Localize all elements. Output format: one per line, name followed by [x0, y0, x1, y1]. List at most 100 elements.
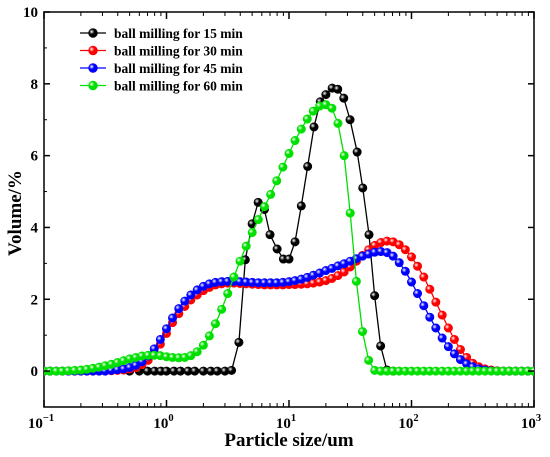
- data-point: [217, 304, 227, 314]
- y-tick-label: 4: [31, 220, 39, 236]
- data-point: [290, 237, 300, 247]
- data-point: [364, 355, 374, 365]
- series-line: [44, 103, 534, 372]
- data-point: [210, 319, 220, 329]
- data-point: [303, 161, 313, 171]
- y-tick-label: 0: [31, 364, 39, 380]
- data-point: [406, 277, 416, 287]
- data-point: [260, 202, 270, 212]
- x-tick-label: 103: [521, 413, 541, 432]
- data-point: [455, 345, 465, 355]
- data-point: [437, 310, 447, 320]
- x-tick-label: 102: [398, 413, 418, 432]
- data-point: [345, 115, 355, 125]
- data-point: [284, 254, 294, 264]
- data-point: [370, 291, 380, 301]
- data-point: [180, 296, 190, 306]
- x-tick-label: 100: [153, 413, 173, 432]
- data-point: [229, 272, 239, 282]
- data-point: [266, 189, 276, 199]
- data-point: [388, 251, 398, 261]
- data-point: [212, 366, 222, 376]
- data-point: [437, 333, 447, 343]
- data-point: [419, 272, 429, 282]
- y-axis-ticks: 0 2 4 6 8 10: [23, 5, 534, 408]
- data-point: [235, 256, 245, 266]
- data-point: [186, 290, 196, 300]
- data-point: [357, 327, 367, 337]
- data-point: [296, 201, 306, 211]
- data-point: [265, 230, 275, 240]
- data-point: [443, 342, 453, 352]
- data-point: [241, 241, 251, 251]
- data-point: [455, 355, 465, 365]
- data-point: [223, 289, 233, 299]
- data-point: [358, 183, 368, 193]
- data-point: [190, 366, 200, 376]
- data-point: [308, 106, 318, 116]
- y-tick-label: 6: [31, 149, 39, 165]
- data-point: [253, 197, 263, 207]
- data-point: [290, 136, 300, 146]
- data-point: [425, 312, 435, 322]
- data-point: [419, 301, 429, 311]
- data-point: [296, 124, 306, 134]
- data-point: [321, 90, 331, 100]
- data-point: [394, 258, 404, 268]
- data-point: [400, 266, 410, 276]
- data-point: [339, 151, 349, 161]
- data-point: [234, 337, 244, 347]
- data-point: [394, 240, 404, 250]
- data-point: [364, 230, 374, 240]
- data-point: [413, 289, 423, 299]
- data-point: [247, 227, 257, 237]
- data-point: [253, 215, 263, 225]
- legend-label: ball milling for 15 min: [114, 26, 243, 41]
- data-point: [400, 245, 410, 255]
- data-point: [425, 284, 435, 294]
- data-point: [431, 297, 441, 307]
- data-point: [272, 176, 282, 186]
- data-point: [345, 208, 355, 218]
- data-point: [155, 334, 165, 344]
- data-point: [198, 340, 208, 350]
- data-point: [449, 334, 459, 344]
- data-point: [302, 114, 312, 124]
- data-point: [351, 276, 361, 286]
- data-point: [352, 147, 362, 157]
- legend-marker: [88, 80, 98, 91]
- x-tick-label: 10−1: [28, 413, 54, 432]
- data-point: [413, 261, 423, 271]
- data-point: [443, 323, 453, 333]
- data-point: [309, 122, 319, 132]
- data-point: [174, 304, 184, 314]
- data-point: [376, 341, 386, 351]
- data-point: [327, 103, 337, 113]
- data-point: [272, 244, 282, 254]
- legend-marker: [88, 28, 98, 38]
- data-point: [339, 93, 349, 103]
- legend-marker: [88, 63, 98, 73]
- data-point: [192, 347, 202, 357]
- data-point: [278, 162, 288, 172]
- data-point: [406, 252, 416, 262]
- legend: ball milling for 15 min ball milling for …: [80, 26, 243, 94]
- data-point: [333, 84, 343, 94]
- x-axis-title: Particle size/um: [224, 430, 353, 451]
- data-point: [168, 313, 178, 323]
- y-tick-label: 8: [31, 77, 39, 93]
- data-point: [333, 118, 343, 128]
- legend-label: ball milling for 60 min: [114, 79, 243, 94]
- legend-label: ball milling for 45 min: [114, 61, 243, 76]
- data-point: [284, 148, 294, 158]
- y-axis-title: Volume/%: [5, 170, 26, 256]
- data-point: [175, 366, 185, 376]
- y-tick-label: 2: [31, 292, 39, 308]
- data-point: [204, 331, 214, 341]
- y-tick-label: 10: [23, 5, 38, 21]
- data-point: [162, 324, 172, 334]
- series-layer: [44, 83, 534, 376]
- legend-label: ball milling for 30 min: [114, 44, 243, 59]
- series-4: [44, 100, 534, 376]
